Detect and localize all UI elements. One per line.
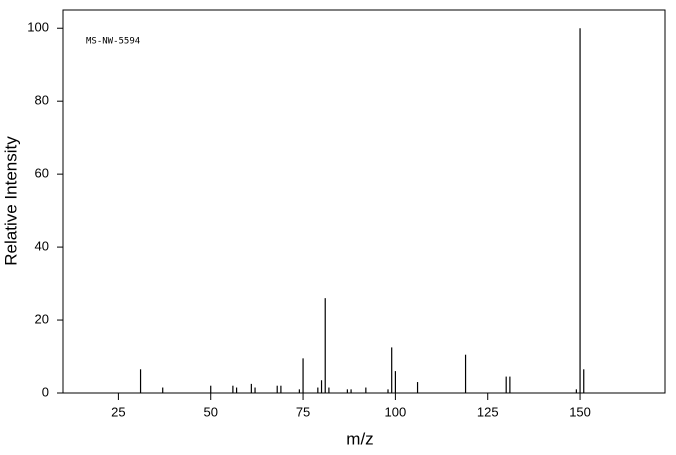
y-tick-label: 0 — [42, 384, 49, 399]
x-tick-label: 75 — [296, 404, 310, 419]
y-tick-label: 100 — [27, 20, 49, 35]
x-tick-label: 150 — [569, 404, 591, 419]
x-tick-label: 50 — [203, 404, 217, 419]
plot-frame — [62, 9, 666, 394]
annotation: MS-NW-5594 — [86, 37, 140, 47]
y-tick-label: 60 — [35, 166, 49, 181]
x-tick-label: 25 — [111, 404, 125, 419]
y-tick-label: 40 — [35, 239, 49, 254]
x-tick-label: 125 — [477, 404, 499, 419]
x-axis-title: m/z — [346, 429, 373, 448]
y-tick-label: 80 — [35, 93, 49, 108]
y-tick-label: 20 — [35, 311, 49, 326]
y-axis-title: Relative Intensity — [1, 136, 20, 266]
x-tick-label: 100 — [385, 404, 407, 419]
